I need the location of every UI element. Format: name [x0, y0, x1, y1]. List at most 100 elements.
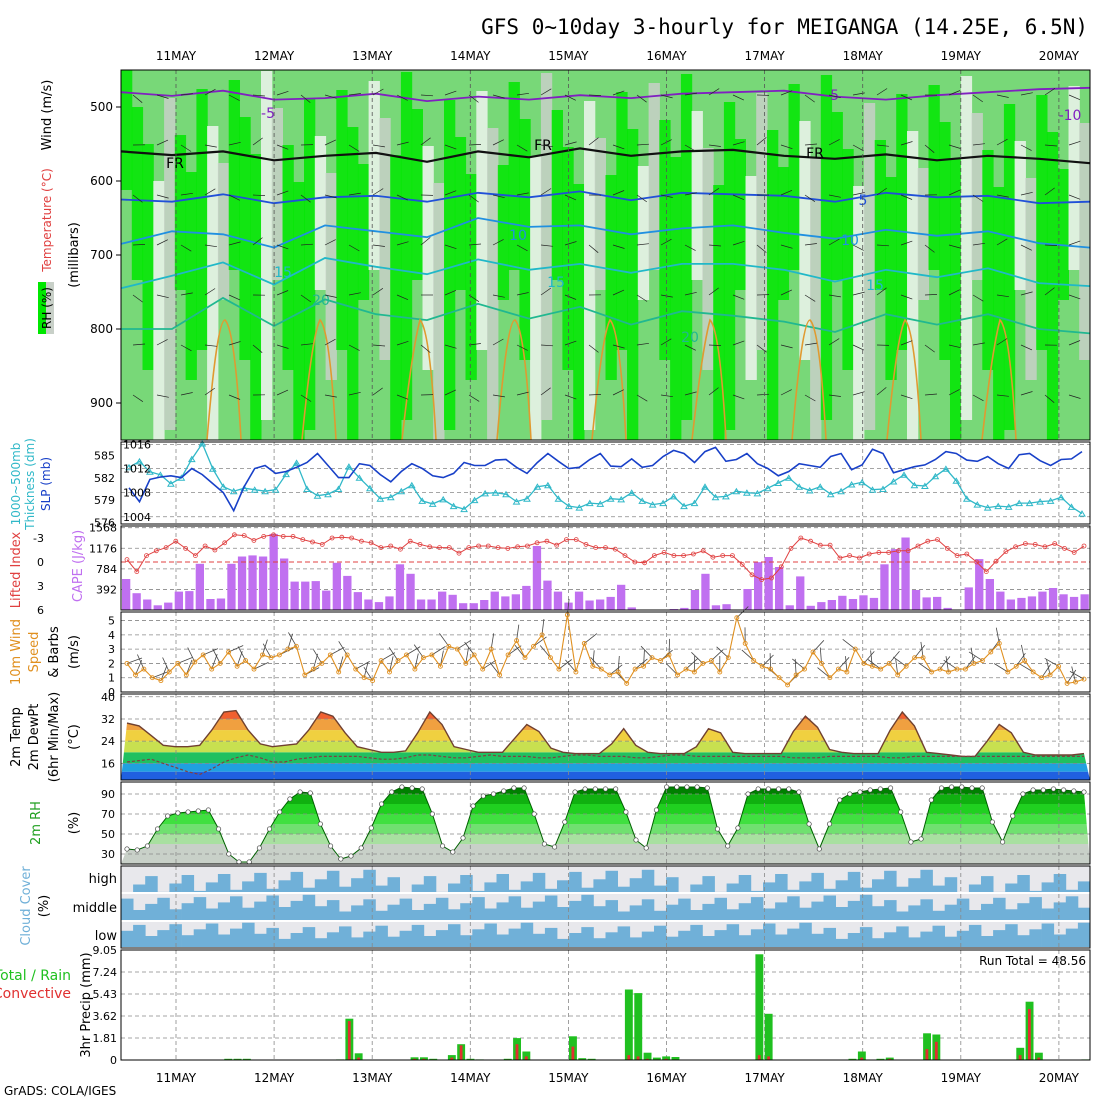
- rh-point: [867, 787, 873, 793]
- wind-speed-point: [768, 666, 774, 672]
- wind-barb: [636, 294, 648, 302]
- wind-barb: [780, 389, 792, 396]
- wind-barb: [468, 94, 479, 103]
- cloud-cell: [496, 934, 509, 948]
- rh-shade: [433, 183, 445, 440]
- cloud-cell: [872, 906, 885, 921]
- lifted-index-point: [124, 557, 130, 562]
- lifted-index-point: [720, 553, 726, 558]
- rh-point: [969, 785, 975, 791]
- cape-bar: [785, 605, 794, 610]
- wind-barb: [948, 389, 960, 396]
- wind-barb: [612, 190, 625, 196]
- wind-speed-point: [234, 663, 240, 669]
- wind-barb: [228, 94, 240, 101]
- precip-total-bar: [671, 1057, 680, 1060]
- wind-barb: [276, 144, 289, 150]
- rh-shade: [164, 98, 176, 430]
- cloud-cell: [205, 882, 219, 893]
- li-tick-label: -3: [33, 532, 44, 545]
- rh-point: [592, 786, 598, 792]
- wind-speed-point: [1030, 669, 1036, 675]
- wind-speed-point: [480, 666, 486, 672]
- wind-speed-point: [412, 666, 418, 672]
- wind-barb: [457, 640, 471, 650]
- rh-point: [338, 856, 344, 862]
- rh-point: [1020, 791, 1026, 797]
- wind-speed-point: [471, 652, 477, 658]
- cape-bar: [701, 573, 710, 610]
- cape-bar: [964, 587, 973, 610]
- cloud-cell: [920, 869, 933, 893]
- wind-speed-point: [141, 666, 147, 672]
- wind-barb: [804, 342, 817, 346]
- cloud-cell: [217, 902, 231, 921]
- wind-barb: [900, 194, 913, 200]
- wind-barb: [396, 340, 409, 346]
- rh-shade: [551, 110, 563, 280]
- wind-barb: [780, 344, 793, 349]
- rh-shade: [314, 136, 327, 290]
- wind-barb: [252, 344, 263, 353]
- lifted-index-point: [983, 569, 989, 574]
- wind-barb: [228, 194, 240, 201]
- wind-speed-point: [293, 643, 299, 649]
- lifted-index-point: [1042, 544, 1048, 550]
- cape-bar: [1069, 596, 1079, 610]
- wind-barb: [1044, 187, 1055, 196]
- wind-barb: [492, 94, 505, 99]
- warm-contour: [496, 319, 532, 441]
- lifted-index-point: [632, 559, 638, 565]
- cloud-cell: [532, 872, 546, 893]
- cloud-cell: [157, 930, 170, 948]
- wind-barb: [185, 659, 193, 676]
- precip-axis-label: 3hr Precip (mm): [79, 952, 94, 1057]
- lifted-index-point: [837, 555, 843, 561]
- lifted-index-point: [446, 545, 452, 550]
- bottom-date-label: 16MAY: [646, 1071, 687, 1085]
- lifted-index-point: [847, 553, 852, 558]
- wind-speed-point: [988, 649, 994, 655]
- rh-point: [460, 835, 466, 841]
- wind-barb: [684, 391, 697, 396]
- wind-barb: [804, 394, 816, 402]
- wind-speed-point: [751, 658, 757, 664]
- wind-barb: [180, 192, 193, 196]
- cape-tick-label: 1568: [89, 522, 117, 535]
- cape-tick-label: 1176: [89, 542, 117, 555]
- lifted-index-point: [241, 533, 247, 538]
- wind-barb: [156, 194, 169, 199]
- wind-barb: [1046, 659, 1051, 675]
- cloud-cell: [339, 926, 352, 948]
- rh-shade: [928, 85, 940, 270]
- wind-barb: [828, 338, 840, 346]
- wind-barb: [828, 194, 841, 198]
- temp-band: [121, 763, 1090, 772]
- wind-barb: [1044, 144, 1058, 147]
- cloud-cell: [411, 924, 425, 948]
- top-date-label: 17MAY: [744, 49, 785, 63]
- rh-shade: [304, 99, 316, 430]
- thickness-point: [910, 481, 919, 489]
- rh-shade: [121, 70, 133, 190]
- wind-barb: [348, 391, 361, 396]
- thickness-point: [187, 455, 196, 463]
- rh-point: [725, 843, 731, 849]
- wind-barb: [1020, 391, 1033, 396]
- thickness-point: [900, 471, 908, 478]
- warm-contour: [981, 318, 1017, 441]
- cloud-cell: [738, 875, 752, 893]
- wind-speed-point: [404, 652, 409, 658]
- precip-total-bar: [643, 1052, 652, 1060]
- wind-speed-point: [243, 658, 249, 664]
- cloud-cell: [859, 887, 873, 893]
- wind-speed-point: [590, 663, 596, 669]
- wind-barb: [564, 94, 576, 101]
- lifted-index-point: [700, 548, 706, 554]
- cloud-cell: [290, 900, 304, 921]
- wind-barb: [1068, 340, 1081, 346]
- rh-point: [154, 826, 161, 832]
- thickness-point: [1057, 493, 1065, 501]
- wind-barb: [348, 192, 361, 196]
- lifted-index-point: [788, 546, 794, 551]
